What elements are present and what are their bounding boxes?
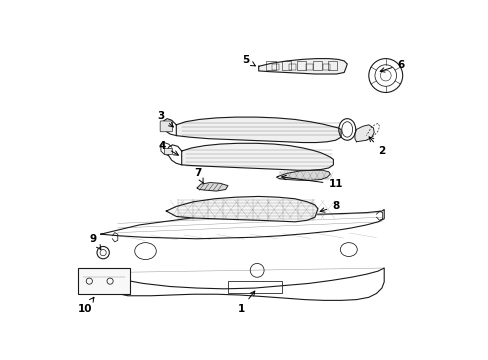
Bar (297, 61, 306, 70)
Polygon shape (166, 197, 317, 222)
Text: 5: 5 (242, 55, 255, 66)
Polygon shape (354, 125, 373, 142)
Bar (78, 268, 130, 294)
Polygon shape (258, 59, 346, 74)
Polygon shape (176, 117, 341, 143)
Text: 6: 6 (379, 60, 404, 72)
Text: 8: 8 (320, 202, 339, 212)
Polygon shape (182, 143, 333, 170)
Bar (227, 281, 281, 293)
Bar (327, 61, 337, 70)
Bar (288, 64, 296, 70)
Text: 1: 1 (237, 291, 254, 314)
Text: 10: 10 (78, 297, 94, 314)
Polygon shape (197, 183, 227, 191)
Bar (322, 64, 329, 70)
Bar (271, 64, 279, 70)
Bar (281, 61, 290, 70)
Text: 3: 3 (157, 111, 173, 127)
Text: 4: 4 (159, 141, 178, 155)
Bar (312, 61, 321, 70)
Bar (163, 148, 171, 154)
Text: 9: 9 (89, 234, 101, 249)
Polygon shape (276, 170, 329, 180)
FancyBboxPatch shape (160, 121, 172, 132)
Text: 2: 2 (368, 137, 385, 156)
Text: 11: 11 (281, 175, 342, 189)
Text: 7: 7 (194, 167, 203, 183)
Bar (266, 61, 275, 70)
Bar (305, 64, 313, 70)
